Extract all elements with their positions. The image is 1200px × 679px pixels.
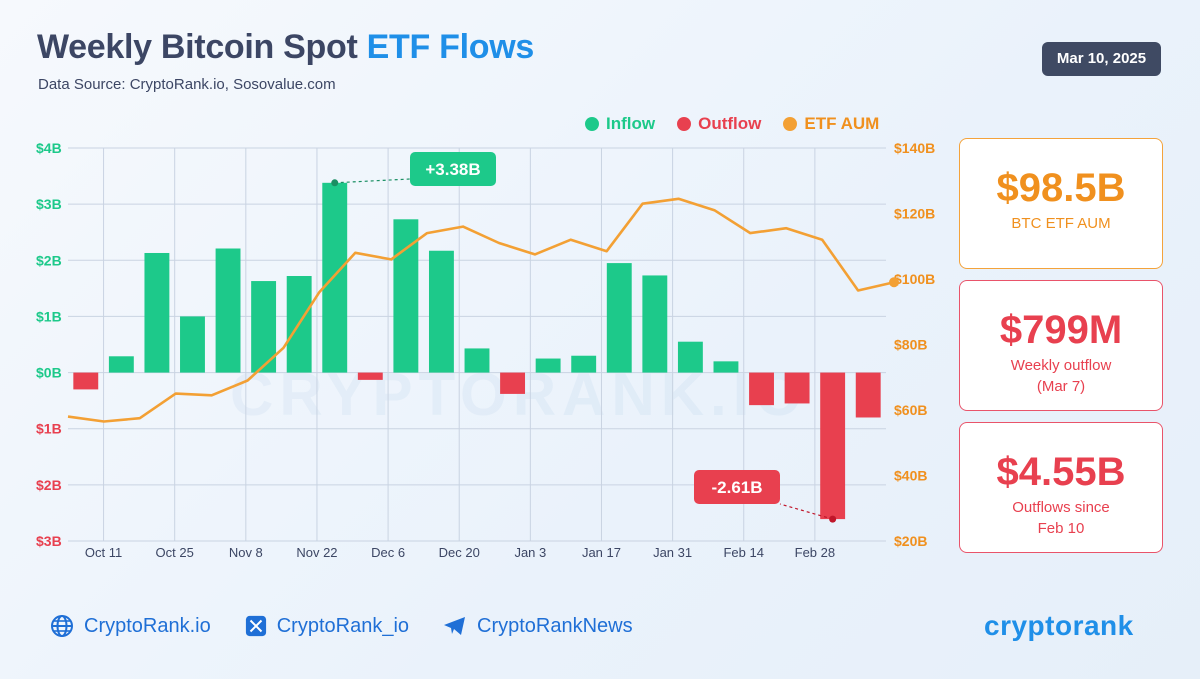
weekly-outflow-value: $799M	[960, 307, 1162, 353]
x-axis-tick-label: Nov 22	[296, 545, 337, 560]
x-axis-tick-label: Feb 28	[795, 545, 835, 560]
left-axis-tick-label: $3B	[36, 533, 62, 549]
legend-inflow: Inflow	[585, 114, 655, 134]
left-axis-tick-label: $2B	[36, 477, 62, 493]
x-logo-icon	[245, 615, 267, 637]
inflow-bar	[429, 251, 454, 373]
footer-x-label: CryptoRank_io	[277, 615, 409, 638]
outflows-since-label: Outflows since	[960, 497, 1162, 518]
inflow-bar	[714, 361, 739, 372]
weekly-outflow-card: $799M Weekly outflow (Mar 7)	[959, 280, 1163, 411]
footer: CryptoRank.io CryptoRank_io CryptoRankNe…	[50, 614, 633, 638]
right-axis-tick-label: $60B	[894, 402, 927, 418]
footer-x[interactable]: CryptoRank_io	[245, 614, 409, 638]
flows-chart: $4B $3B $2B $1B $0B $1B $2B $3B $140B $120B $100B $…	[0, 0, 950, 600]
weekly-outflow-date: (Mar 7)	[960, 376, 1162, 397]
inflow-bar	[109, 356, 134, 372]
outflow-bar	[358, 373, 383, 380]
telegram-icon	[443, 615, 467, 637]
aum-card: $98.5B BTC ETF AUM	[959, 138, 1163, 269]
outflow-bar	[856, 373, 881, 418]
date-badge: Mar 10, 2025	[1042, 42, 1161, 76]
legend-aum-swatch	[783, 117, 797, 131]
outflows-since-date: Feb 10	[960, 518, 1162, 539]
outflow-bar	[73, 373, 98, 390]
inflow-bar	[642, 275, 667, 372]
inflow-bar	[180, 316, 205, 372]
outflow-bar	[749, 373, 774, 406]
legend-aum-label: ETF AUM	[804, 114, 879, 134]
x-axis-tick-label: Dec 6	[371, 545, 405, 560]
left-axis-tick-label: $4B	[36, 140, 62, 156]
aum-label: BTC ETF AUM	[960, 213, 1162, 234]
right-axis-tick-label: $20B	[894, 533, 927, 549]
globe-icon	[50, 614, 74, 638]
left-axis-tick-label: $1B	[36, 421, 62, 437]
right-axis-tick-label: $140B	[894, 140, 935, 156]
left-axis-tick-label: $3B	[36, 196, 62, 212]
x-axis-tick-label: Jan 17	[582, 545, 621, 560]
legend-aum: ETF AUM	[783, 114, 879, 134]
annotation-leader	[335, 179, 410, 183]
inflow-bar	[571, 356, 596, 373]
aum-end-point	[889, 277, 899, 287]
legend-inflow-swatch	[585, 117, 599, 131]
aum-value: $98.5B	[960, 165, 1162, 211]
cryptorank-logo: cryptorank	[984, 610, 1134, 642]
x-axis-tick-label: Nov 8	[229, 545, 263, 560]
x-axis-tick-label: Feb 14	[723, 545, 763, 560]
legend-inflow-label: Inflow	[606, 114, 655, 134]
x-axis-tick-label: Jan 31	[653, 545, 692, 560]
outflow-bar	[785, 373, 810, 404]
footer-telegram-label: CryptoRankNews	[477, 615, 633, 638]
right-axis-tick-label: $100B	[894, 271, 935, 287]
x-axis-tick-label: Oct 25	[156, 545, 194, 560]
outflow-bar	[500, 373, 525, 394]
x-axis-tick-label: Dec 20	[439, 545, 480, 560]
annotation-peak-inflow: +3.38B	[425, 160, 480, 179]
inflow-bar	[678, 342, 703, 373]
inflow-bar	[216, 248, 241, 372]
footer-website-label: CryptoRank.io	[84, 615, 211, 638]
x-axis-tick-label: Oct 11	[85, 545, 122, 560]
footer-telegram[interactable]: CryptoRankNews	[443, 614, 633, 638]
inflow-bar	[607, 263, 632, 372]
x-axis-tick-label: Jan 3	[514, 545, 546, 560]
outflow-bar	[820, 373, 845, 520]
right-axis-tick-label: $80B	[894, 337, 927, 353]
left-axis-tick-label: $0B	[36, 365, 62, 381]
right-axis-tick-label: $120B	[894, 206, 935, 222]
inflow-bar	[144, 253, 169, 373]
outflows-since-value: $4.55B	[960, 449, 1162, 495]
weekly-outflow-label: Weekly outflow	[960, 355, 1162, 376]
inflow-bar	[536, 359, 561, 373]
legend-outflow-label: Outflow	[698, 114, 761, 134]
outflows-since-card: $4.55B Outflows since Feb 10	[959, 422, 1163, 553]
right-axis-tick-label: $40B	[894, 468, 927, 484]
left-axis-tick-label: $2B	[36, 252, 62, 268]
annotation-peak-outflow: -2.61B	[711, 478, 762, 497]
footer-website[interactable]: CryptoRank.io	[50, 614, 211, 638]
legend-outflow: Outflow	[677, 114, 761, 134]
left-axis-tick-label: $1B	[36, 308, 62, 324]
inflow-bar	[322, 183, 347, 373]
inflow-bar	[465, 348, 490, 372]
legend-outflow-swatch	[677, 117, 691, 131]
chart-legend: Inflow Outflow ETF AUM	[585, 114, 879, 134]
